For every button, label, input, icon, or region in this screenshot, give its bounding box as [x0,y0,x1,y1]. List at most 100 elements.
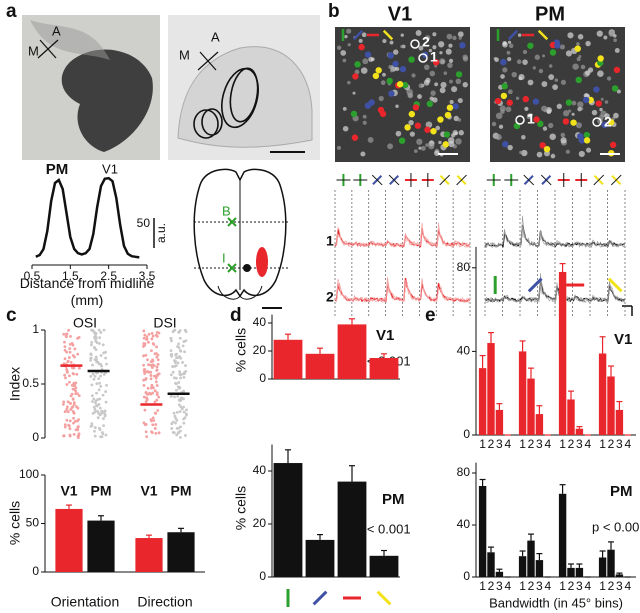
cell-dot [103,409,107,413]
cell-dot [72,416,75,420]
cell-dot [153,352,157,356]
cell-dot [174,416,178,420]
cell [549,133,556,140]
tuned-cell [537,120,544,128]
panel-label: d [230,305,242,326]
cell-dot [76,425,80,429]
cell-dot [177,426,181,430]
cell [462,54,468,60]
cell-dot [170,339,173,343]
cell-dot [178,410,182,413]
cell [532,66,536,70]
cell-dot [101,343,105,347]
bin-label: 2 [568,579,575,593]
cell-dot [145,435,149,439]
bin-label: 1 [519,437,526,451]
cell-dot [92,377,96,381]
annotation: V1 [614,331,632,348]
tuned-cell [387,52,394,59]
cell [604,100,609,104]
cell-dot [143,333,147,337]
cell [362,114,367,119]
cell-dot [183,434,187,437]
cell-dot [172,411,176,415]
cell-dot [68,347,72,351]
cell [542,54,546,58]
cell [439,87,446,94]
cell [596,30,603,37]
scale-bar [622,305,633,316]
cell-dot [65,407,69,411]
cell-dot [91,363,94,367]
tuned-cell [501,82,508,90]
cell-dot [174,421,177,425]
cell-dot [92,405,96,409]
x-axis-label: Bandwidth (in 45° bins) [489,595,623,610]
tuned-cell [408,56,415,63]
cell-dot [76,419,79,423]
compass [37,39,59,59]
cell-dot [101,393,105,397]
panel-label: e [425,305,436,326]
cell [616,89,621,94]
cell-dot [68,380,71,384]
cell-dot [175,352,178,356]
cell-dot [90,328,93,332]
bin-label: 2 [528,579,535,593]
series-label: V1 [60,483,77,499]
scale-bar-label: 50 [137,216,151,230]
cell-dot [179,405,183,409]
cell-dot [74,386,78,390]
cell [360,67,368,74]
cell-dot [96,409,99,413]
cell-dot [72,421,75,425]
tuned-cell [578,137,586,144]
bar [607,376,615,435]
y-tick-label: 40 [253,463,267,477]
cell-dot [177,342,181,346]
tuned-cell [443,131,451,138]
bin-label: 4 [544,579,551,593]
cell-dot [169,395,173,398]
cell [382,38,387,44]
orientation-icon [607,277,623,293]
scale-bar-unit: a.u. [154,223,168,243]
cell-dot [174,376,178,380]
cell-dot [157,395,161,399]
tuned-cell [392,60,399,68]
cell-dot [149,363,153,367]
cell [571,112,575,116]
y-tick-label: 40 [457,344,471,358]
bin-label: 3 [616,437,623,451]
image-title: PM [535,3,565,25]
trace-row-label: 1 [326,233,334,249]
cell-dot [178,385,181,389]
bar [369,555,399,577]
cell [534,54,540,60]
cell-dot [179,399,183,402]
tuned-cell [574,45,581,52]
cell-dot [150,337,154,341]
cell [362,58,369,65]
cell-marker [410,39,420,49]
cell-dot [147,340,150,344]
cell [519,150,523,155]
cell-dot [71,343,75,347]
cell [406,88,413,96]
bar [558,493,567,577]
bar [607,549,615,577]
y-tick-label: 80 [457,260,471,274]
bar [518,556,527,577]
cell [521,134,526,140]
y-tick-label: 0 [259,569,266,583]
tuned-cell [587,96,594,104]
cell [560,137,567,144]
cell [604,113,610,119]
cell [417,94,422,99]
cell-dot [156,409,160,412]
cell [508,43,514,49]
cell [344,34,348,39]
bin-label: 4 [584,437,591,451]
cell-dot [89,343,93,347]
cell-dot [91,412,95,415]
